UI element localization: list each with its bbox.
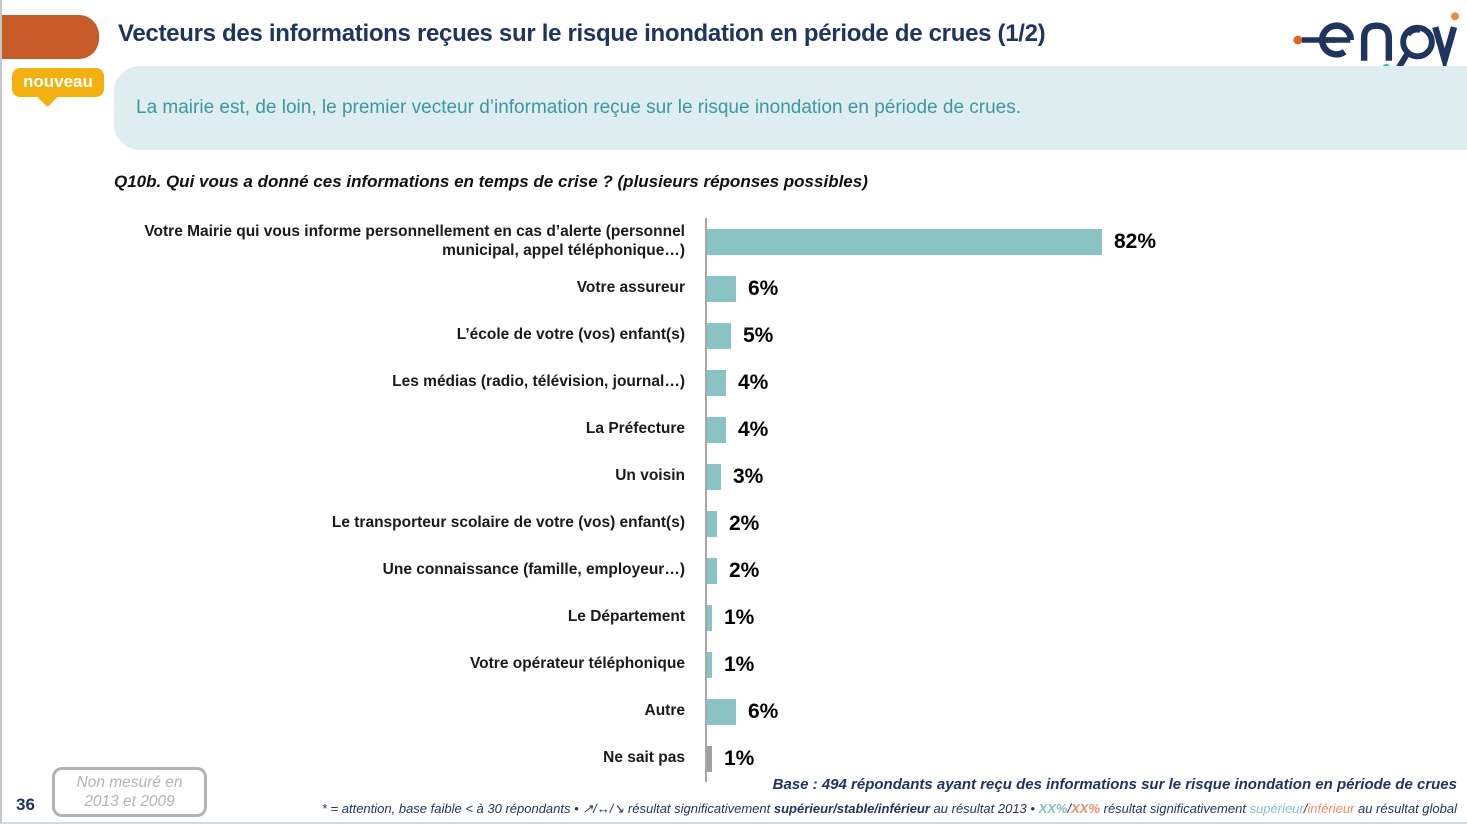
footnote-sup-stable-inf: supérieur/stable/inférieur [773,801,930,816]
bar-category-label: Le transporteur scolaire de votre (vos) … [331,514,685,532]
footnote-part5: au résultat global [1354,801,1457,816]
footnote-inf-label: inférieur [1307,801,1355,816]
bar-value-label: 6% [748,699,779,723]
bar-track: 2% [705,500,1463,547]
bar-row: L’école de votre (vos) enfant(s) 5% [114,312,1463,359]
enov-logo-graphic [1293,12,1459,75]
bar-track: 4% [705,359,1463,406]
bar [707,651,712,678]
bar [707,604,712,631]
footnote-part4: résultat significativement [1100,801,1250,816]
footnote: * = attention, base faible < à 30 répond… [322,801,1457,817]
bar-row: Le transporteur scolaire de votre (vos) … [114,500,1463,547]
bar-category-label: Une connaissance (famille, employeur…) [382,561,685,579]
bar-value-label: 82% [1114,229,1157,253]
bar-track: 1% [705,641,1463,688]
new-badge-label: nouveau [23,72,93,91]
key-message-banner: La mairie est, de loin, le premier vecte… [114,66,1467,150]
bar-category-label: Ne sait pas [603,749,685,767]
bar-value-label: 3% [733,464,764,488]
bar-value-label: 1% [724,746,755,770]
bar-value-label: 1% [724,652,755,676]
bar-category-label: Votre opérateur téléphonique [469,655,685,673]
bar-value-label: 6% [748,276,779,300]
section-tab [2,15,99,59]
bar-track: 6% [705,265,1463,312]
bar-row: Une connaissance (famille, employeur…) 2… [114,547,1463,594]
bar [707,369,726,396]
bar [707,510,717,537]
bar [707,463,721,490]
footnote-slash1: / [1067,801,1072,816]
bar-chart: Votre Mairie qui vous informe personnell… [114,218,1463,782]
bar-category-label: Un voisin [615,467,685,485]
bar-row: Votre opérateur téléphonique 1% [114,641,1463,688]
footnote-arrows: ↗/↔/↘ [582,801,625,816]
bar-track: 5% [705,312,1463,359]
key-message-text: La mairie est, de loin, le premier vecte… [136,97,1022,118]
bar [707,416,726,443]
bar-row: Autre 6% [114,688,1463,735]
question-text: Q10b. Qui vous a donné ces informations … [114,172,868,191]
new-badge: nouveau [12,68,104,108]
bar [707,557,717,584]
bar-value-label: 4% [738,417,769,441]
bar-track: 6% [705,688,1463,735]
not-measured-line2: 2013 et 2009 [84,793,175,810]
bar-track: 4% [705,406,1463,453]
bar-category-label: Votre Mairie qui vous informe personnell… [144,222,685,259]
bar-row: Un voisin 3% [114,453,1463,500]
base-note: Base : 494 répondants ayant reçu des inf… [772,776,1457,793]
footnote-slash2: / [1303,801,1308,816]
bar-track: 3% [705,453,1463,500]
bar-track: 1% [705,735,1463,782]
bar-row: Ne sait pas 1% [114,735,1463,782]
bar-category-label: Les médias (radio, télévision, journal…) [392,373,685,391]
bar-track: 1% [705,594,1463,641]
bar-row: Votre assureur 6% [114,265,1463,312]
bar-value-label: 2% [729,558,760,582]
bar-track: 82% [705,218,1463,265]
bar [707,275,736,302]
bar-chart-rows: Votre Mairie qui vous informe personnell… [114,218,1463,782]
bar [707,745,712,772]
bar-category-label: Le Département [567,608,685,626]
bar [707,228,1102,255]
bar-row: Votre Mairie qui vous informe personnell… [114,218,1463,265]
bar-category-label: L’école de votre (vos) enfant(s) [456,326,685,344]
footnote-sup-label: supérieur [1249,801,1304,816]
not-measured-note: Non mesuré en 2013 et 2009 [52,767,207,817]
footnote-part2: résultat significativement [624,801,774,816]
enov-logo [1291,4,1459,78]
bar-category-label: Autre [644,702,685,720]
bar-value-label: 2% [729,511,760,535]
bar [707,698,736,725]
bar-value-label: 5% [743,323,774,347]
footnote-part3: au résultat 2013 • [929,801,1039,816]
bar [707,322,731,349]
page-title: Vecteurs des informations reçues sur le … [118,20,1046,47]
bar-row: La Préfecture 4% [114,406,1463,453]
footnote-xx-sup: XX% [1038,801,1068,816]
page-number: 36 [16,795,35,814]
bar-category-label: La Préfecture [585,420,685,438]
bar-value-label: 1% [724,605,755,629]
bar-row: Le Département 1% [114,594,1463,641]
bar-row: Les médias (radio, télévision, journal…)… [114,359,1463,406]
bar-category-label: Votre assureur [576,279,685,297]
bar-value-label: 4% [738,370,769,394]
footnote-xx-inf: XX% [1071,801,1100,816]
not-measured-line1: Non mesuré en [76,773,183,791]
footnote-part1: * = attention, base faible < à 30 répond… [321,801,583,816]
bar-track: 2% [705,547,1463,594]
